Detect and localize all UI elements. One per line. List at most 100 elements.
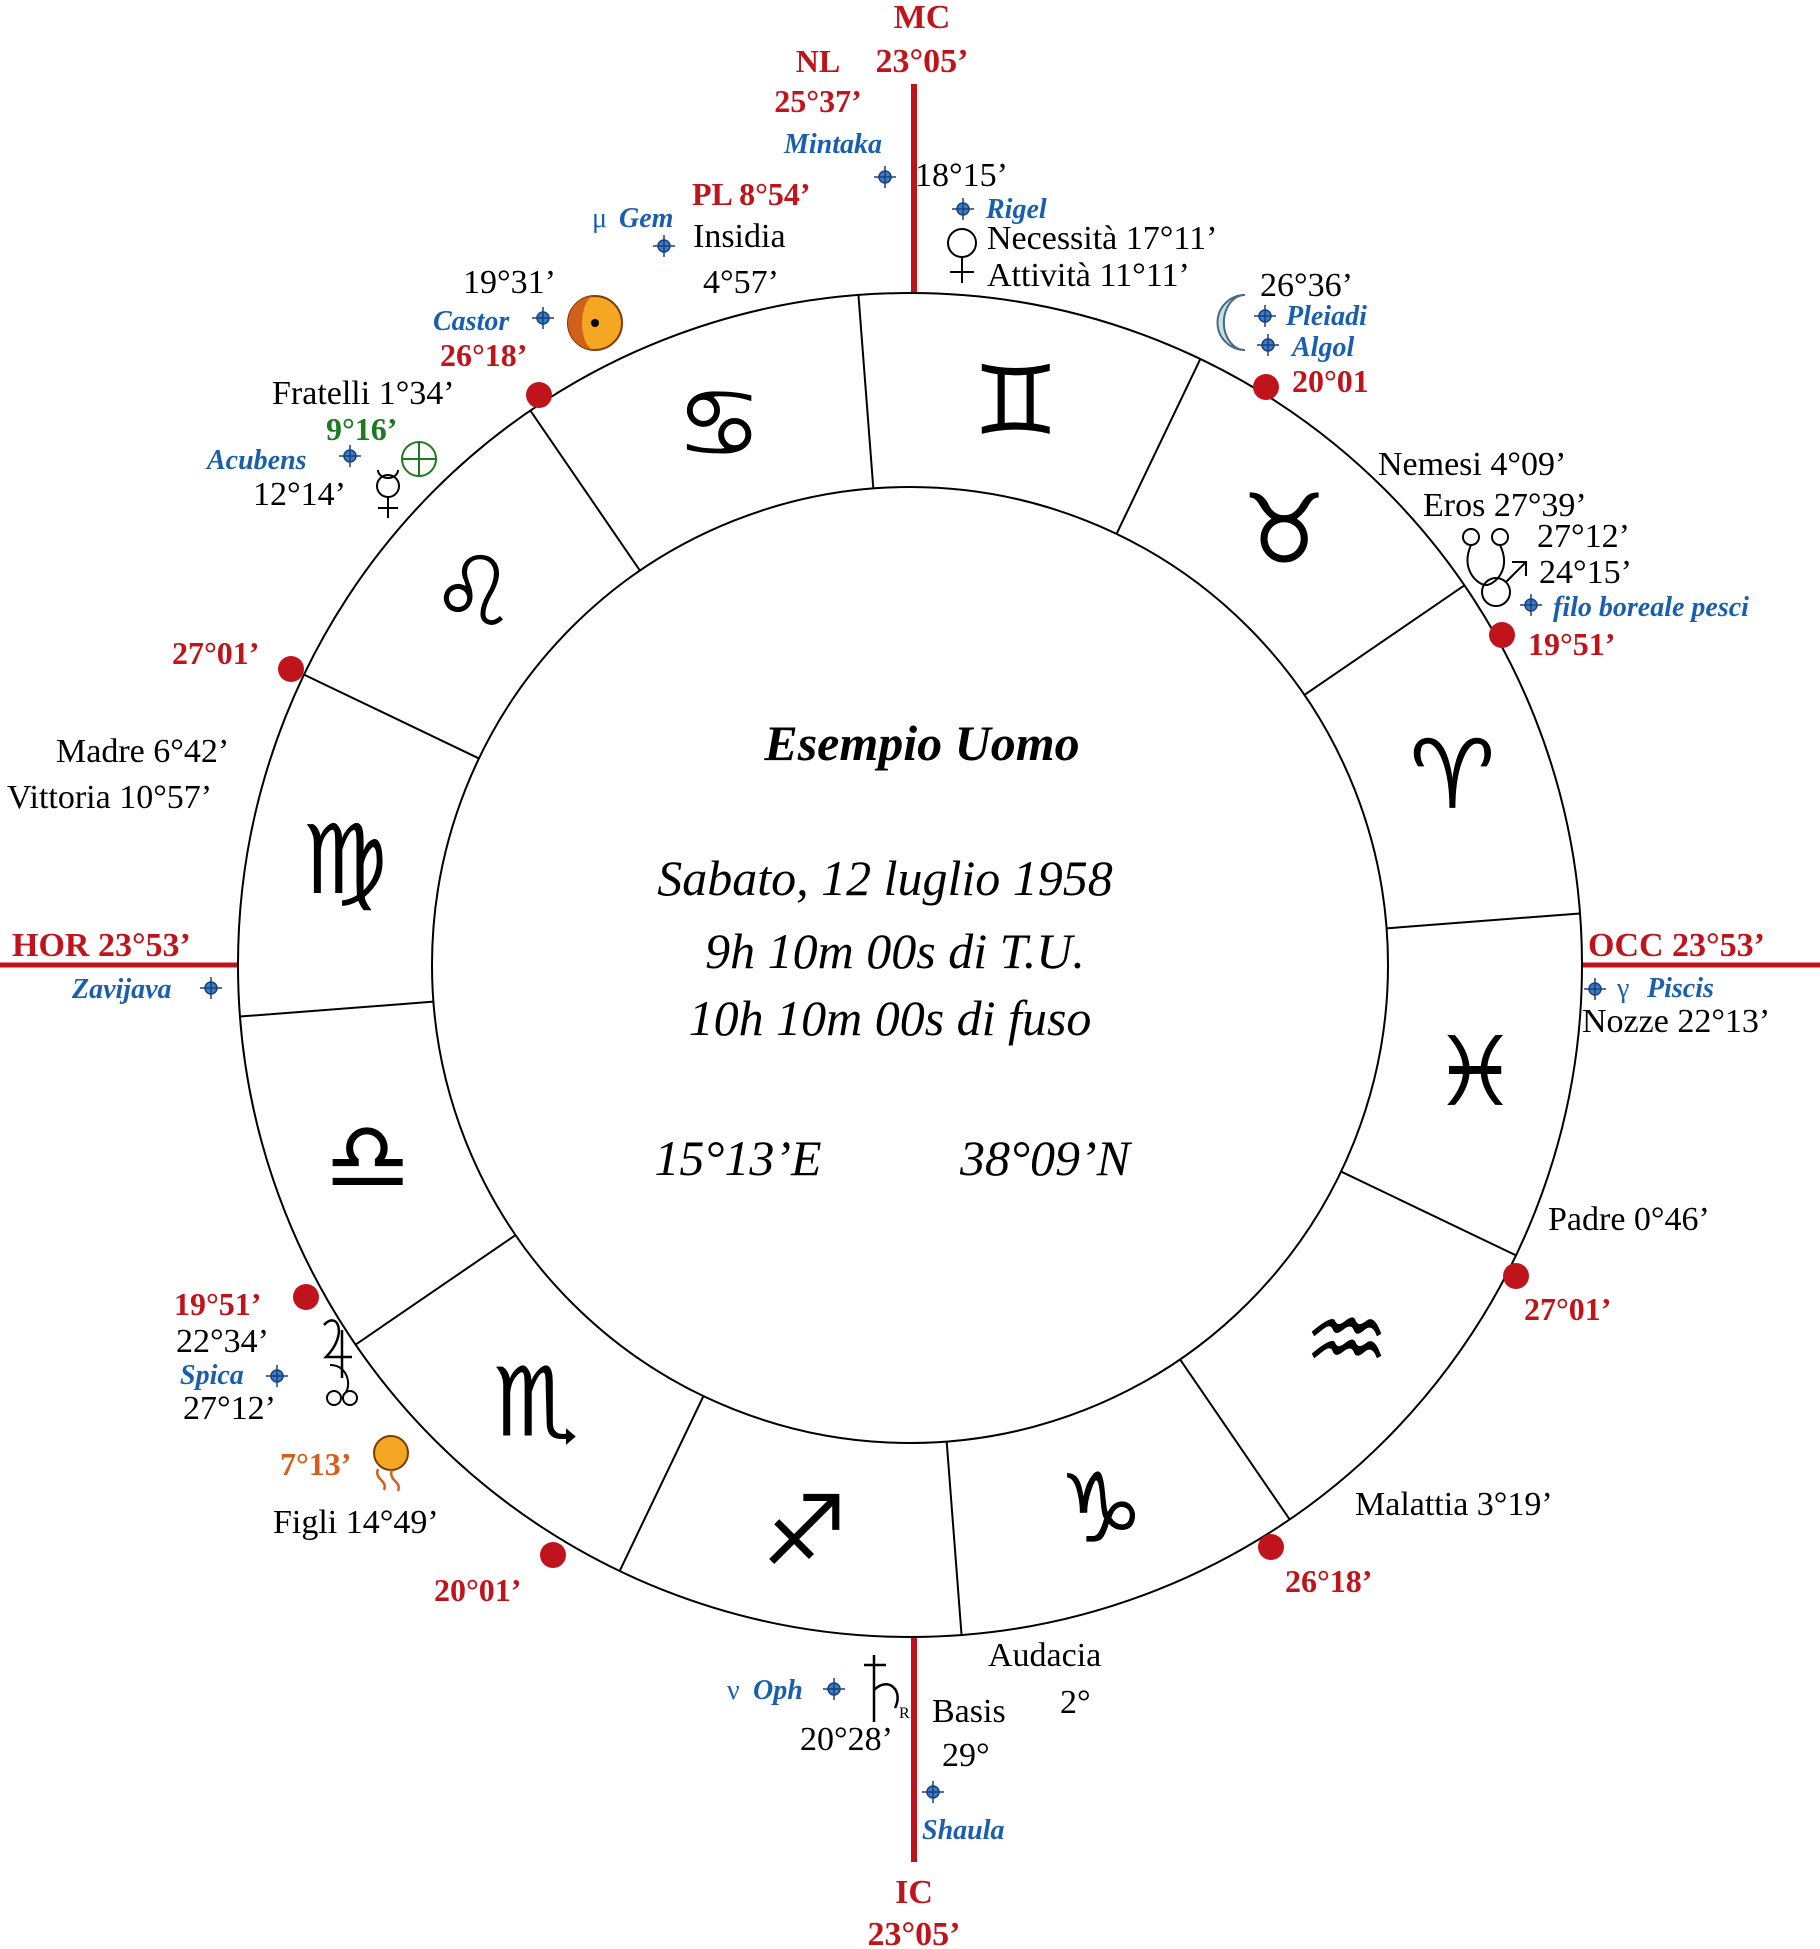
cusp-dot xyxy=(278,656,304,682)
date-line: Sabato, 12 luglio 1958 xyxy=(657,850,1113,906)
sign-glyph-virgo: ♍︎ xyxy=(302,804,388,916)
star-label: Acubens xyxy=(205,445,307,476)
star-icon xyxy=(922,1781,944,1803)
star-label: μ xyxy=(592,203,607,234)
full-moon-label: PL 8°54’ xyxy=(692,176,811,212)
sign-glyphs: ♊︎ ♉︎ ♈︎ ♓︎ ♒︎ ♑︎ ♐︎ ♏︎ ♎︎ ♍︎ ♌︎ ♋︎ xyxy=(302,345,1518,1587)
cusp-degree: 19°51’ xyxy=(1528,626,1615,662)
cusp-dot xyxy=(1253,374,1279,400)
sign-divider xyxy=(1303,584,1466,696)
sign-divider xyxy=(1115,358,1202,535)
moon-icon xyxy=(1216,294,1246,351)
cusp-dot xyxy=(540,1542,566,1568)
mercury-icon xyxy=(376,469,400,518)
earth-icon xyxy=(401,441,437,477)
occ-label: OCC 23°53’ xyxy=(1588,927,1765,964)
arabic-part: Figli 14°49’ xyxy=(273,1504,439,1541)
sign-glyph-sagittarius: ♐︎ xyxy=(761,1475,847,1587)
sign-glyph-pisces: ♓︎ xyxy=(1432,1016,1518,1128)
cusp-dot xyxy=(293,1284,319,1310)
star-icon xyxy=(874,166,896,188)
sign-glyph-capricorn: ♑︎ xyxy=(1058,1452,1144,1564)
star-label: Shaula xyxy=(922,1815,1005,1846)
cusp-dot xyxy=(526,382,552,408)
arabic-part: Malattia 3°19’ xyxy=(1355,1486,1553,1523)
sign-divider xyxy=(618,1395,705,1572)
sign-divider xyxy=(303,673,480,760)
planet-degree: 27°12’ xyxy=(1537,518,1630,555)
arabic-part: Insidia xyxy=(693,218,786,255)
sign-divider xyxy=(1340,1170,1517,1257)
cusp-degree: 20°01 xyxy=(1292,363,1369,399)
sign-dividers xyxy=(239,294,1581,1636)
star-icon xyxy=(532,307,554,329)
ic-degree: 23°05’ xyxy=(868,1916,961,1949)
star-label: filo boreale pesci xyxy=(1553,592,1749,623)
sign-divider xyxy=(857,294,875,489)
arabic-part: Attività 11°11’ xyxy=(987,257,1190,294)
star-icon xyxy=(266,1365,288,1387)
saturn-icon xyxy=(864,1655,899,1722)
local-time-line: 10h 10m 00s di fuso xyxy=(689,990,1092,1046)
part-of-fortune-icon xyxy=(373,1435,409,1492)
arabic-part-degree: 4°57’ xyxy=(703,264,779,301)
sign-divider xyxy=(239,1000,434,1018)
mc-label: MC xyxy=(894,0,951,36)
cusp-degree: 27°01’ xyxy=(1524,1291,1611,1327)
star-icon xyxy=(952,198,974,220)
star-icon xyxy=(200,977,222,999)
cusp-degree: 26°18’ xyxy=(440,337,527,373)
star-label: Castor xyxy=(433,306,510,337)
cusp-markers xyxy=(278,374,1529,1568)
cusp-degree: 27°01’ xyxy=(172,635,259,671)
mars-icon xyxy=(1481,561,1527,607)
sun-icon xyxy=(567,295,623,351)
planet-degree: 26°36’ xyxy=(1260,267,1353,304)
sign-glyph-gemini: ♊︎ xyxy=(973,345,1059,457)
north-node-icon xyxy=(1462,528,1509,587)
sign-glyph-taurus: ♉︎ xyxy=(1241,473,1327,585)
arabic-part: Padre 0°46’ xyxy=(1548,1201,1710,1238)
ut-time-line: 9h 10m 00s di T.U. xyxy=(705,923,1085,979)
arabic-part: Audacia xyxy=(988,1637,1101,1674)
sign-glyph-aries: ♈︎ xyxy=(1409,719,1495,831)
sign-glyph-libra: ♎︎ xyxy=(325,1101,411,1213)
planet-degree: 19°31’ xyxy=(463,264,556,301)
ic-label: IC xyxy=(895,1874,933,1911)
planet-degree: 18°15’ xyxy=(915,157,1008,194)
longitude-text: 15°13’E xyxy=(654,1130,821,1186)
star-icon xyxy=(339,445,361,467)
star-label: Rigel xyxy=(985,194,1047,225)
latitude-text: 38°09’N xyxy=(959,1130,1133,1186)
cusp-degree: 20°01’ xyxy=(434,1572,521,1608)
star-label: ν xyxy=(727,1675,740,1706)
arabic-part: Necessità 17°11’ xyxy=(987,220,1217,257)
planet-degree: 27°12’ xyxy=(183,1390,276,1427)
arabic-part: Madre 6°42’ xyxy=(56,733,229,770)
new-moon-degree: 25°37’ xyxy=(774,83,861,119)
planet-degree: 22°34’ xyxy=(176,1323,269,1360)
planet-degree: 24°15’ xyxy=(1539,554,1632,591)
sign-divider xyxy=(1386,912,1581,930)
arabic-part-degree: 29° xyxy=(942,1737,990,1774)
cusp-degree: 19°51’ xyxy=(174,1286,261,1322)
star-label: Piscis xyxy=(1646,973,1714,1004)
venus-icon xyxy=(947,228,977,283)
sign-glyph-leo: ♌︎ xyxy=(430,536,516,648)
chart-title: Esempio Uomo xyxy=(763,715,1079,771)
sign-glyph-cancer: ♋︎ xyxy=(676,368,762,480)
cusp-dot xyxy=(1503,1263,1529,1289)
planet-degree: 12°14’ xyxy=(253,476,346,513)
retrograde-mark: R xyxy=(899,1705,910,1722)
star-label: Gem xyxy=(619,203,673,234)
arabic-part: Eros 27°39’ xyxy=(1423,487,1587,524)
star-icon xyxy=(823,1678,845,1700)
star-label: Pleiadi xyxy=(1285,301,1367,332)
earth-degree: 9°16’ xyxy=(326,411,397,447)
sign-divider xyxy=(945,1441,963,1636)
arabic-part-degree: 2° xyxy=(1060,1684,1091,1721)
sign-glyph-aquarius: ♒︎ xyxy=(1304,1284,1390,1396)
planet-degree: 20°28’ xyxy=(800,1721,893,1758)
star-label: Algol xyxy=(1290,332,1354,363)
